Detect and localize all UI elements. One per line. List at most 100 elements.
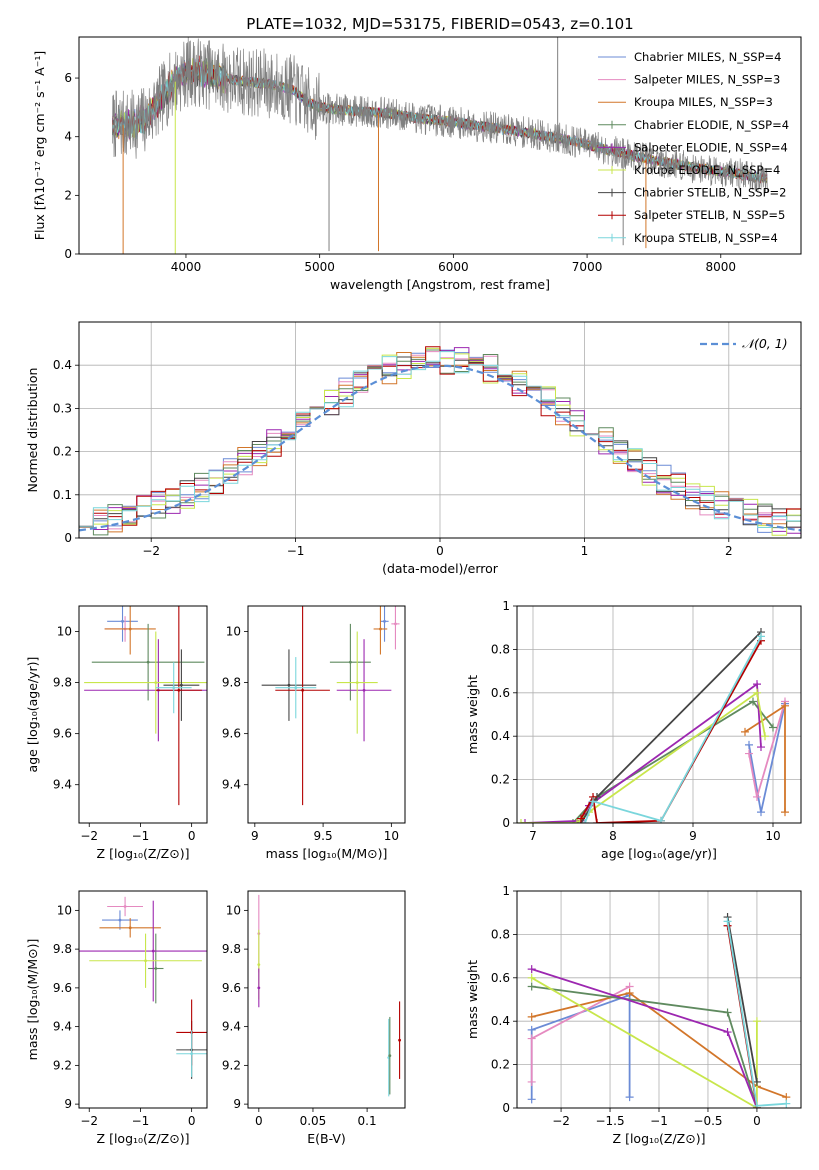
weight-line: [531, 977, 758, 1108]
y-tick-label: 0.2: [53, 445, 72, 459]
plot-area: [84, 606, 207, 806]
x-tick-label: 8000: [706, 260, 737, 274]
weight-vs-age-panel: 7 8 9 10 0 0.2 0.4 0.6 0.8 1 age [log₁₀(age/yr)] ma…: [465, 599, 802, 861]
weight-marker: [745, 749, 753, 758]
data-point: [257, 963, 261, 967]
data-point: [128, 627, 132, 631]
weight-marker: [527, 1025, 536, 1034]
y-tick-label: 9.4: [53, 1020, 72, 1034]
x-axis-label: wavelength [Angstrom, rest frame]: [330, 277, 550, 292]
y-tick-label: 9.8: [222, 942, 241, 956]
y-axis-label: age [log₁₀(age/yr)]: [25, 657, 40, 773]
x-tick-label: 7000: [572, 260, 603, 274]
data-point: [398, 1038, 401, 1042]
weight-marker: [723, 1028, 732, 1037]
weight-marker: [757, 808, 765, 817]
x-axis-label: age [log₁₀(age/yr)]: [601, 846, 717, 861]
x-tick-label: 10: [384, 829, 399, 843]
weight-marker: [761, 732, 769, 741]
legend-label: 𝒩(0, 1): [742, 336, 788, 351]
y-tick-label: 9.6: [53, 981, 72, 995]
residuals-panel: −2 −1 0 1 2 0 0.1 0.2 0.3 0.4 (data-model)/error No…: [25, 321, 802, 576]
data-point: [180, 683, 183, 687]
weight-marker: [757, 743, 765, 752]
data-point: [190, 1052, 194, 1056]
weight-marker: [577, 814, 585, 823]
y-tick-label: 0: [502, 1101, 510, 1115]
weight-line: [580, 631, 762, 823]
weight-marker: [753, 792, 761, 801]
y-tick-label: 9.6: [222, 727, 241, 741]
y-tick-label: 9.2: [222, 1058, 241, 1072]
axes-frame: [78, 890, 208, 1109]
weight-marker: [527, 973, 536, 982]
legend: Chabrier MILES, N_SSP=4 Salpeter MILES, N…: [598, 50, 789, 245]
data-point: [154, 681, 158, 684]
plot-area: [527, 913, 791, 1108]
y-tick-label: 10: [226, 903, 241, 917]
x-tick-label: −2: [80, 1114, 98, 1128]
legend-label: Kroupa STELIB, N_SSP=4: [634, 231, 778, 245]
x-tick-label: 9: [251, 829, 259, 843]
y-tick-label: 2: [64, 188, 72, 202]
grid: [517, 890, 801, 1109]
legend-label: Chabrier ELODIE, N_SSP=4: [634, 118, 789, 132]
y-tick-label: 0.6: [491, 971, 510, 985]
weight-line: [531, 992, 787, 1099]
x-axis-label: E(B-V): [307, 1131, 346, 1146]
plot-area: [79, 896, 207, 1079]
y-tick-label: 9.2: [53, 1058, 72, 1072]
data-point: [144, 959, 147, 963]
data-point: [355, 681, 359, 684]
legend-label: Salpeter STELIB, N_SSP=5: [634, 208, 785, 222]
x-tick-label: 2: [725, 544, 733, 558]
data-point: [294, 686, 298, 690]
y-tick-label: 9.8: [53, 942, 72, 956]
mass-vs-ebv-panel: 0 0.05 0.1 9 9.2 9.4 9.6 9.8 10 E(B-V): [222, 890, 406, 1146]
plot-area: [79, 346, 801, 536]
weight-marker: [527, 965, 536, 974]
weight-marker: [521, 819, 529, 823]
axes-frame: [78, 605, 208, 824]
weight-line: [584, 635, 762, 823]
x-tick-label: 1: [581, 544, 589, 558]
weight-marker: [527, 982, 536, 991]
data-point: [151, 949, 155, 953]
weight-marker: [581, 819, 589, 823]
data-point: [301, 688, 305, 692]
y-tick-label: 9.8: [53, 676, 72, 690]
age-vs-mass-panel: 9 9.5 10 9.4 9.6 9.8 10 mass [log₁₀(M/M⊙)]: [222, 605, 406, 861]
y-tick-label: 9.6: [222, 981, 241, 995]
weight-marker: [589, 797, 597, 806]
y-axis-label: mass weight: [465, 960, 480, 1039]
x-tick-label: 0: [255, 1114, 263, 1128]
data-point: [118, 918, 122, 922]
data-point: [394, 622, 397, 626]
y-tick-label: 9.4: [53, 778, 72, 792]
legend-label: Salpeter MILES, N_SSP=3: [634, 73, 780, 87]
plot-area: [517, 628, 789, 823]
legend-label: Salpeter ELODIE, N_SSP=4: [634, 140, 788, 154]
y-tick-label: 0: [64, 531, 72, 545]
data-point: [257, 986, 261, 990]
x-tick-label: 4000: [171, 260, 202, 274]
weight-marker: [781, 701, 789, 710]
x-tick-label: 8: [609, 829, 617, 843]
x-tick-label: −0.5: [693, 1114, 722, 1128]
y-tick-label: 0.6: [491, 686, 510, 700]
axes-frame: [78, 321, 802, 539]
axes-frame: [516, 890, 802, 1109]
data-point: [128, 926, 132, 930]
x-tick-label: 7: [529, 829, 537, 843]
y-tick-label: 9.4: [222, 1020, 241, 1034]
plot-area: [261, 606, 400, 806]
weight-marker: [745, 740, 753, 749]
legend-label: Kroupa ELODIE, N_SSP=4: [634, 163, 780, 177]
x-tick-label: 0.1: [358, 1114, 377, 1128]
x-axis-label: mass [log₁₀(M/M⊙)]: [266, 846, 388, 861]
y-tick-label: 1: [502, 599, 510, 613]
y-tick-label: 0.3: [53, 401, 72, 415]
normal-curve: [79, 364, 801, 532]
x-axis-label: Z [log₁₀(Z/Z⊙)]: [613, 1131, 706, 1146]
x-tick-label: −1: [287, 544, 305, 558]
